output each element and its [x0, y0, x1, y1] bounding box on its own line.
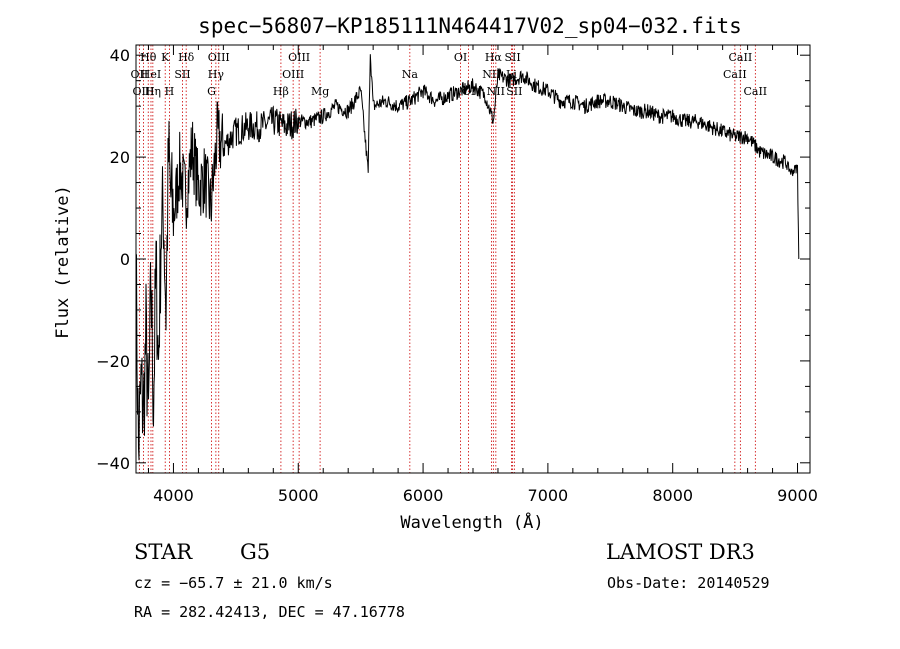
spectral-line-label: CaII	[723, 68, 747, 81]
x-tick-label: 9000	[777, 486, 818, 505]
redshift-cz: cz = −65.7 ± 21.0 km/s	[134, 574, 333, 592]
spectral-line-label: OI	[454, 51, 467, 64]
spectrum-series	[135, 54, 800, 461]
coordinates: RA = 282.42413, DEC = 47.16778	[134, 603, 405, 621]
observation-date: Obs-Date: 20140529	[607, 574, 770, 592]
x-tick-label: 4000	[153, 486, 194, 505]
x-tick-label: 7000	[528, 486, 569, 505]
spectral-line-label: SII	[174, 68, 190, 81]
spectrum-chart: spec−56807−KP185111N464417V02_sp04−032.f…	[53, 14, 818, 533]
spectral-line-label: OIII	[282, 68, 304, 81]
y-axis-ticks: −40 −20 0 20 40	[96, 46, 810, 473]
y-tick-label: 0	[120, 250, 130, 269]
survey-name: LAMOST DR3	[606, 540, 755, 564]
chart-title: spec−56807−KP185111N464417V02_sp04−032.f…	[198, 14, 742, 38]
spectral-line-label: OIII	[288, 51, 310, 64]
x-axis-label: Wavelength (Å)	[400, 511, 543, 533]
spectral-line-label: Hθ	[140, 51, 157, 64]
spectral-line-label: SII	[504, 51, 520, 64]
object-subclass: G5	[240, 540, 271, 564]
spectral-line-label: CaII	[729, 51, 753, 64]
y-tick-label: −40	[96, 454, 130, 473]
object-class: STAR	[134, 540, 193, 564]
spectral-line-label: OIII	[208, 51, 230, 64]
spectral-line-label: Hδ	[178, 51, 195, 64]
spectral-line-label: Hβ	[273, 85, 289, 98]
y-tick-label: 20	[110, 148, 130, 167]
spectral-line-label: Hγ	[208, 68, 225, 81]
x-tick-label: 8000	[652, 486, 693, 505]
y-axis-label: Flux (relative)	[53, 185, 73, 339]
y-tick-label: −20	[96, 352, 130, 371]
spectral-line-label: CaII	[743, 85, 767, 98]
y-tick-label: 40	[110, 46, 130, 65]
spectral-line-label: H	[165, 85, 175, 98]
spectral-line-label: Mg	[311, 85, 329, 98]
x-tick-label: 6000	[403, 486, 444, 505]
spectral-line-label: Na	[402, 68, 419, 81]
spectral-line-label: Hη	[145, 85, 161, 98]
spectral-line-label: HeI	[141, 68, 161, 81]
spectral-line-label: Hα	[485, 51, 503, 64]
spectral-line-label: OIII	[132, 85, 154, 98]
plot-frame	[135, 44, 811, 474]
x-axis-ticks: 4000 5000 6000 7000 8000 9000	[147, 45, 818, 505]
spectral-line-label: NII	[482, 68, 500, 81]
spectral-line-label: G	[207, 85, 216, 98]
x-tick-label: 5000	[278, 486, 319, 505]
spectral-line-label: OII	[131, 68, 149, 81]
spectral-line-label: K	[161, 51, 170, 64]
spectral-line-label: SII	[506, 85, 522, 98]
